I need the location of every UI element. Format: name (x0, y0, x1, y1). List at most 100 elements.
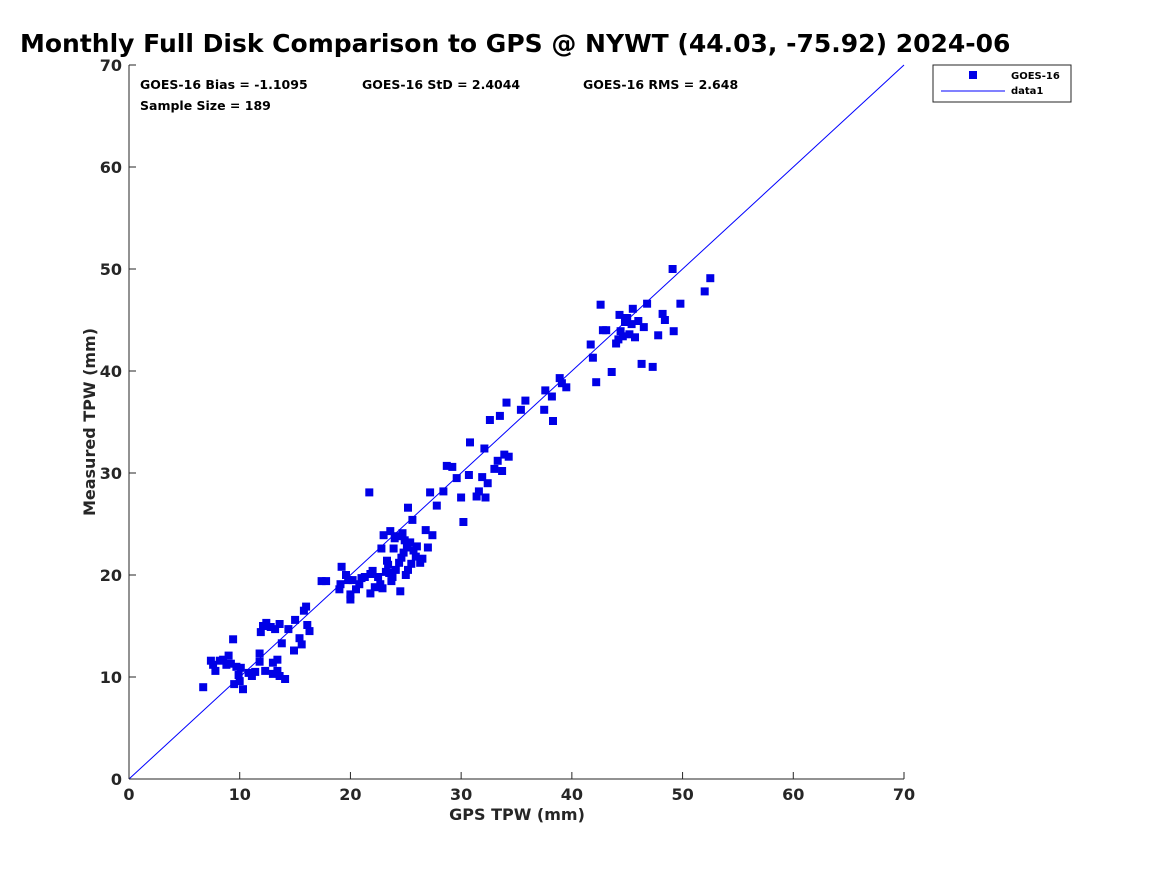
data-point (396, 587, 405, 596)
data-point (277, 639, 286, 648)
data-point (389, 544, 398, 553)
data-point (291, 615, 300, 624)
legend-box (932, 64, 1072, 103)
data-point (648, 362, 657, 371)
y-tick-label: 30 (100, 464, 122, 483)
data-point (335, 585, 344, 594)
data-point (366, 589, 375, 598)
x-tick-label: 60 (782, 785, 804, 804)
data-point (493, 456, 502, 465)
data-point (439, 487, 448, 496)
data-point (365, 488, 374, 497)
data-point (557, 379, 566, 388)
data-point (230, 680, 239, 689)
data-point (400, 536, 409, 545)
data-point (555, 374, 564, 383)
data-point (209, 660, 218, 669)
x-axis-label: GPS TPW (mm) (449, 805, 585, 824)
data-point (346, 590, 355, 599)
data-point (303, 621, 312, 629)
data-point (224, 651, 233, 660)
legend-entry-data1: data1 (1011, 86, 1043, 97)
data-point (281, 675, 290, 683)
data-point (266, 623, 275, 631)
data-point (618, 332, 627, 341)
data-point (262, 618, 271, 627)
data-point (395, 558, 404, 567)
x-tick-label: 70 (893, 785, 915, 804)
data-point (348, 576, 357, 585)
data-point (346, 595, 355, 604)
data-point (623, 314, 632, 322)
data-point (631, 333, 639, 342)
data-point (379, 531, 388, 540)
data-point (411, 552, 420, 561)
data-point (521, 396, 530, 405)
data-point (614, 335, 623, 344)
data-point (504, 452, 513, 461)
data-point (256, 628, 265, 637)
data-point (452, 474, 461, 483)
data-point (317, 577, 326, 586)
data-point (706, 274, 715, 283)
data-point (654, 331, 663, 340)
data-point (295, 634, 304, 643)
data-point (297, 640, 306, 649)
data-point (397, 553, 406, 562)
data-point (432, 501, 441, 510)
x-tick-label: 10 (229, 785, 251, 804)
data-point (466, 438, 474, 447)
data-point (549, 417, 557, 425)
x-tick-label: 40 (561, 785, 583, 804)
data-point (284, 625, 293, 634)
data-point (588, 353, 597, 362)
data-point (206, 656, 215, 665)
data-point (408, 515, 417, 524)
data-point (273, 666, 282, 675)
data-point (634, 317, 643, 325)
data-point (423, 543, 432, 552)
data-point (602, 326, 611, 335)
data-point (412, 542, 421, 551)
data-point (199, 683, 208, 692)
data-point (378, 584, 387, 593)
data-point (255, 649, 264, 658)
data-point (377, 544, 386, 553)
y-tick-label: 70 (100, 56, 122, 75)
data-point (627, 320, 636, 329)
y-tick-label: 50 (100, 260, 122, 279)
data-point (247, 672, 256, 680)
data-point (457, 493, 466, 502)
x-axis-ticks: 0 10 20 30 40 50 60 70 (123, 772, 915, 804)
data-point (426, 488, 435, 497)
x-tick-label: 30 (450, 785, 472, 804)
data-point (234, 671, 243, 679)
data-point (616, 327, 625, 336)
data-point (547, 392, 556, 401)
data-point (391, 565, 400, 574)
data-point (541, 386, 550, 395)
std-annotation: GOES-16 StD = 2.4044 (362, 77, 520, 92)
y-axis-label: Measured TPW (mm) (80, 328, 99, 516)
data-point (376, 580, 385, 589)
data-point (290, 646, 298, 655)
data-point (490, 464, 499, 473)
data-point (592, 378, 601, 387)
y-tick-label: 20 (100, 566, 122, 585)
x-tick-label: 20 (339, 785, 361, 804)
data-point (402, 543, 411, 552)
data-point (302, 602, 311, 611)
data-point (355, 580, 364, 589)
data-point (344, 576, 353, 585)
data-point (404, 503, 412, 512)
data-point (498, 467, 507, 475)
data-point (637, 359, 646, 368)
legend-marker-square (969, 71, 977, 79)
data-point (409, 546, 418, 555)
x-tick-label: 50 (671, 785, 693, 804)
data-point (540, 405, 549, 414)
data-point (275, 620, 284, 628)
data-point (416, 558, 425, 567)
data-point (676, 299, 685, 308)
data-point (386, 527, 395, 536)
